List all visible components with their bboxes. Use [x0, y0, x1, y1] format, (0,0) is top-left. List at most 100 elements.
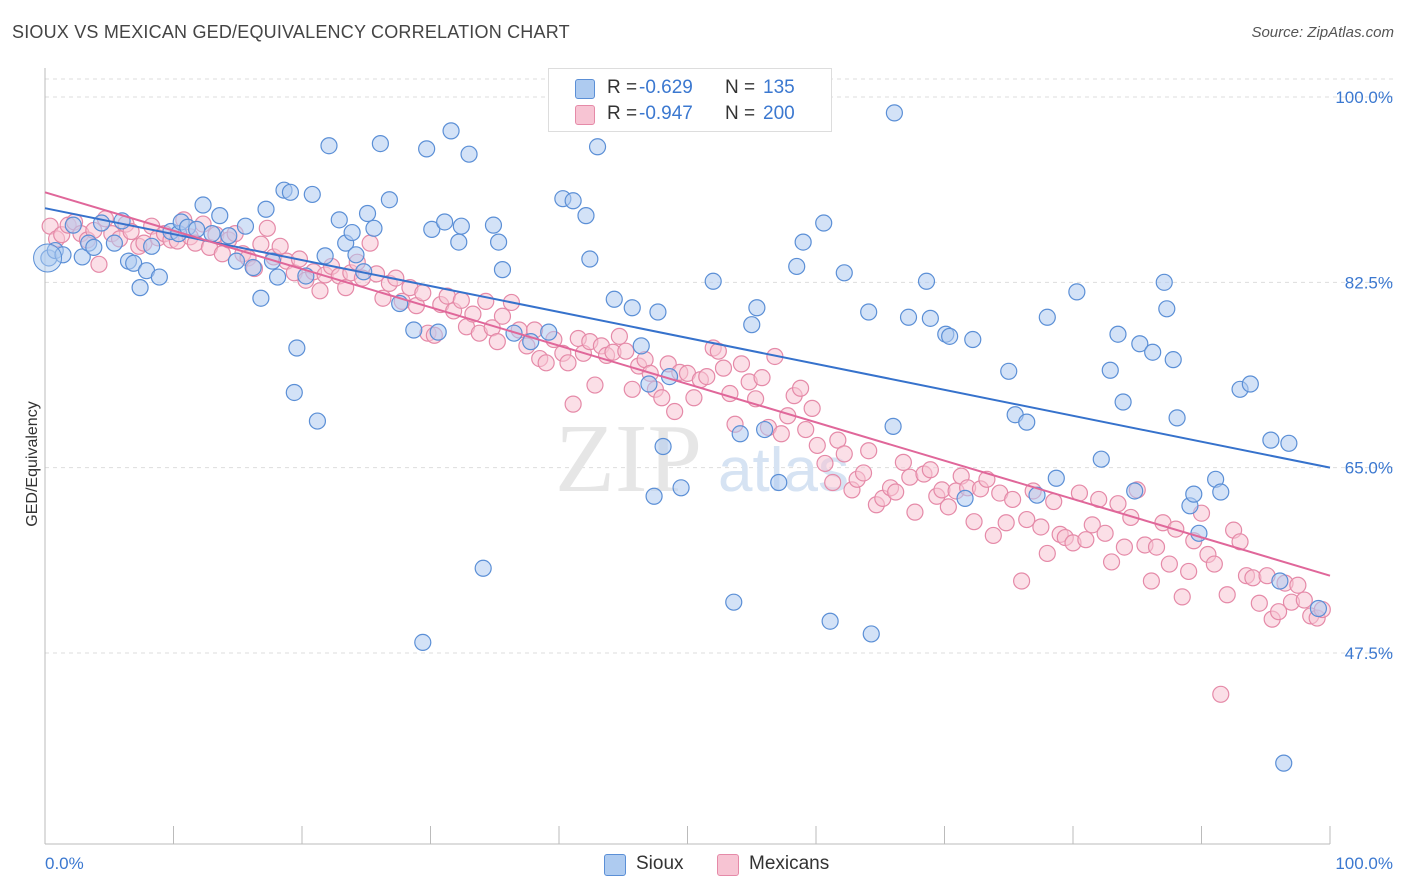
- sioux-point: [125, 254, 143, 272]
- mexicans-point: [854, 464, 873, 482]
- sioux-point: [1275, 754, 1293, 772]
- mexicans-point: [1218, 586, 1236, 604]
- mexicans-point: [772, 425, 790, 443]
- sioux-point: [308, 412, 327, 430]
- mexicans-legend-label: Mexicans: [749, 853, 830, 874]
- mexicans-point: [271, 237, 289, 255]
- tick-labels: 47.5% 65.0% 82.5% 100.0% 0.0% 100.0%: [45, 88, 1393, 873]
- sioux-point: [731, 425, 749, 443]
- y-tick-label: 100.0%: [1335, 88, 1393, 107]
- sioux-point: [33, 243, 63, 273]
- mexicans-point: [488, 333, 506, 351]
- mexicans-point: [732, 355, 751, 373]
- mexicans-point: [1250, 594, 1268, 612]
- sioux-point: [581, 250, 599, 268]
- mexicans-trend-line: [44, 191, 1331, 577]
- sioux-point: [281, 183, 300, 201]
- sioux-point: [150, 268, 168, 286]
- sioux-point: [343, 223, 361, 242]
- mexicans-point: [906, 503, 924, 521]
- mexicans-point: [1012, 572, 1031, 590]
- series-legend: Sioux Mexicans: [0, 852, 1406, 878]
- y-axis-title: GED/Equivalency: [24, 401, 41, 526]
- r-label: R =: [607, 77, 638, 98]
- sioux-point: [227, 252, 246, 270]
- mexicans-point: [311, 282, 329, 300]
- mexicans-point: [714, 359, 733, 377]
- sioux-point: [442, 122, 460, 140]
- axes: [44, 68, 1331, 845]
- sioux-point: [330, 211, 348, 229]
- sioux-point: [211, 207, 229, 225]
- sioux-point: [203, 225, 221, 243]
- sioux-point: [490, 233, 508, 251]
- sioux-point: [540, 323, 558, 341]
- sioux-point: [1144, 343, 1162, 361]
- mexicans-point: [1032, 518, 1050, 536]
- r-label: R =: [607, 103, 638, 124]
- sioux-point: [320, 137, 338, 155]
- mexicans-point: [1289, 576, 1307, 594]
- sioux-point: [755, 420, 774, 439]
- mexicans-point: [835, 445, 853, 463]
- sioux-point: [743, 316, 761, 334]
- sioux-point: [252, 289, 270, 307]
- sioux-point: [1158, 300, 1176, 318]
- mexicans-point: [452, 291, 470, 309]
- mexicans-point: [1295, 591, 1313, 609]
- mexicans-point: [965, 513, 983, 531]
- mexicans-point: [753, 369, 771, 387]
- mexicans-point: [921, 461, 939, 479]
- sioux-point: [450, 233, 468, 251]
- mexicans-point: [816, 454, 834, 473]
- sioux-point: [885, 104, 903, 122]
- mexicans-point: [586, 376, 604, 394]
- sioux-point: [672, 479, 690, 497]
- mexicans-point: [610, 327, 628, 345]
- mexicans-point: [559, 354, 577, 372]
- mexicans-point: [939, 498, 957, 516]
- mexicans-point: [1004, 490, 1022, 509]
- sioux-point: [794, 233, 812, 251]
- sioux-point: [605, 290, 623, 308]
- mexicans-point: [1096, 524, 1114, 542]
- sioux-point: [303, 185, 321, 204]
- sioux-point: [1068, 283, 1086, 301]
- mexicans-point: [1018, 510, 1036, 529]
- sioux-point: [860, 303, 878, 321]
- sioux-point: [1309, 599, 1328, 618]
- mexicans-swatch: [575, 105, 595, 125]
- sioux-point: [623, 299, 641, 317]
- mexicans-point: [1212, 685, 1230, 703]
- mexicans-point: [860, 442, 878, 460]
- n-value-mexicans: 200: [763, 103, 795, 124]
- mexicans-point: [653, 389, 671, 407]
- r-value-sioux: -0.629: [639, 77, 693, 98]
- mexicans-point: [361, 234, 379, 252]
- mexicans-point: [997, 514, 1015, 532]
- sioux-point: [347, 246, 365, 264]
- sioux-point: [645, 487, 663, 505]
- sioux-point: [358, 204, 377, 223]
- sioux-point: [371, 134, 389, 153]
- sioux-point: [220, 227, 238, 245]
- sioux-point: [1155, 273, 1173, 291]
- sioux-points: [33, 104, 1328, 772]
- mexicans-point: [901, 468, 919, 486]
- y-tick-label: 47.5%: [1345, 644, 1393, 663]
- x-tick-label: 0.0%: [45, 854, 84, 873]
- stats-legend: R = -0.629 N = 135 R = -0.947 N = 200: [548, 68, 832, 132]
- sioux-point: [941, 327, 959, 345]
- n-label: N =: [725, 103, 756, 124]
- sioux-point: [131, 279, 149, 297]
- mexicans-point: [537, 354, 555, 372]
- mexicans-point: [90, 255, 108, 273]
- n-value-sioux: 135: [763, 77, 795, 98]
- sioux-point: [588, 138, 607, 156]
- sioux-point: [821, 612, 839, 630]
- mexicans-point: [1269, 603, 1288, 621]
- sioux-point: [460, 145, 478, 163]
- mexicans-point: [1160, 555, 1178, 573]
- sioux-point: [964, 330, 982, 349]
